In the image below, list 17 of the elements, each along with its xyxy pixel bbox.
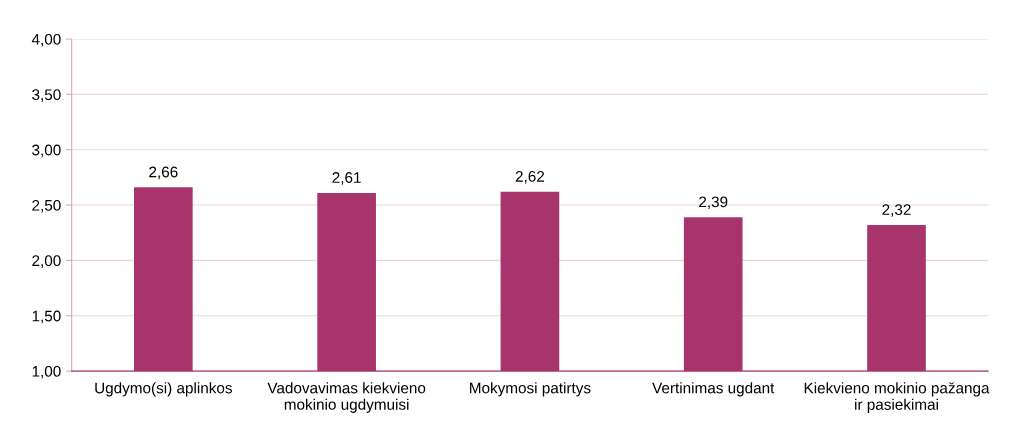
y-tick-label: 2,00: [32, 255, 61, 268]
data-label: 2,32: [882, 204, 911, 217]
data-label: 2,39: [699, 196, 728, 210]
y-tick-label: 2,50: [32, 199, 61, 213]
x-tick-label: Ugdymo(si) aplinkos: [95, 382, 232, 397]
data-label: 2,62: [515, 171, 545, 184]
y-tick-label: 3,00: [32, 144, 61, 158]
x-tick-label: Vertinimas ugdant: [652, 382, 775, 397]
x-tick-label: Mokymosi patirtys: [470, 382, 591, 397]
y-tick-label: 3,50: [32, 89, 61, 102]
data-label: 2,61: [332, 172, 361, 185]
y-tick-label: 4,00: [31, 33, 61, 47]
y-tick-label: 1,50: [32, 310, 61, 324]
x-tick-label: Vadovavimas kiekvieno mokinio ugdymuisi: [267, 382, 426, 413]
x-tick-label: Kiekvieno mokinio pažanga ir pasiekimai: [804, 382, 990, 413]
y-tick-label: 1,00: [32, 365, 61, 379]
data-label: 2,66: [149, 166, 178, 180]
